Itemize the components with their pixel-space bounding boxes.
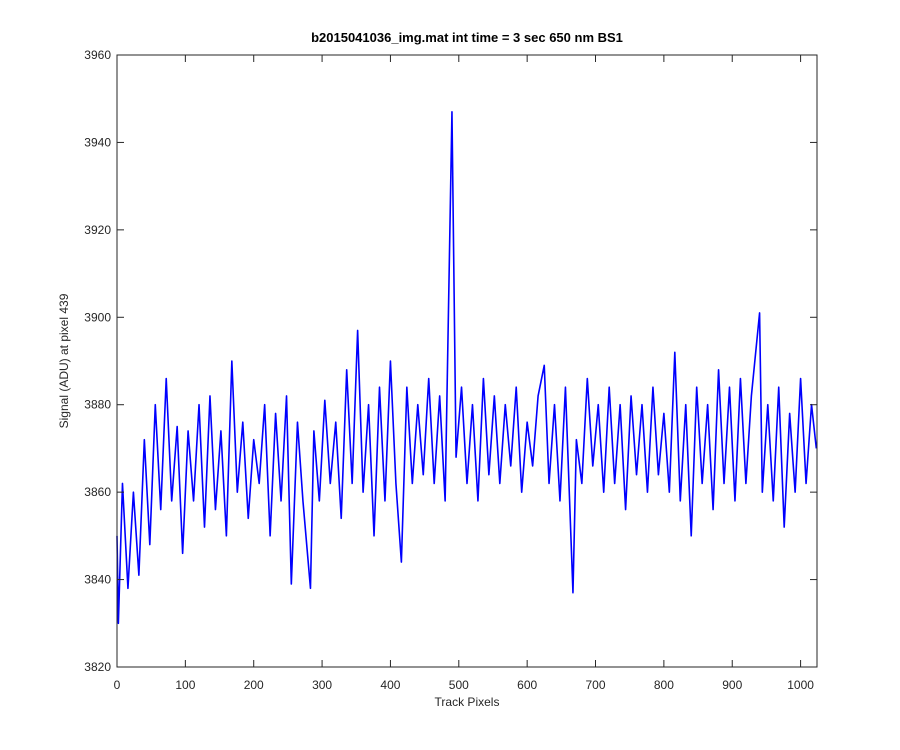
x-tick-label: 900	[722, 678, 742, 692]
x-tick-label: 100	[175, 678, 195, 692]
data-line	[116, 111, 818, 625]
y-tick-label: 3860	[84, 485, 111, 499]
y-tick-label: 3900	[84, 310, 111, 324]
y-tick-label: 3840	[84, 573, 111, 587]
x-tick-label: 200	[244, 678, 264, 692]
y-tick-label: 3820	[84, 660, 111, 674]
y-tick-label: 3940	[84, 135, 111, 149]
x-tick-label: 600	[517, 678, 537, 692]
x-tick-label: 700	[586, 678, 606, 692]
y-tick-label: 3880	[84, 398, 111, 412]
x-axis-label: Track Pixels	[435, 695, 500, 709]
x-tick-label: 0	[114, 678, 121, 692]
x-tick-label: 1000	[787, 678, 814, 692]
y-tick-label: 3960	[84, 48, 111, 62]
chart-title: b2015041036_img.mat int time = 3 sec 650…	[311, 30, 623, 45]
x-tick-label: 500	[449, 678, 469, 692]
x-tick-label: 800	[654, 678, 674, 692]
x-tick-label: 300	[312, 678, 332, 692]
x-tick-label: 400	[380, 678, 400, 692]
y-axis-label: Signal (ADU) at pixel 439	[57, 293, 71, 428]
plot-frame	[116, 54, 818, 668]
y-tick-label: 3920	[84, 223, 111, 237]
